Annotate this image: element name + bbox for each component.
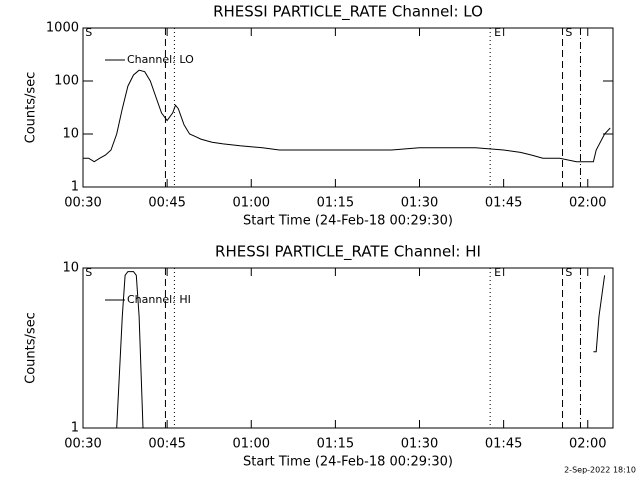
x-tick-label: 01:30 (401, 196, 438, 211)
data-line (116, 271, 606, 428)
x-axis-label: Start Time (24-Feb-18 00:29:30) (243, 214, 453, 229)
annotation: E (494, 26, 501, 39)
x-tick-label: 00:30 (64, 196, 101, 211)
footer: 2-Sep-2022 18:10 (564, 466, 636, 475)
y-axis-label: Counts/sec (24, 312, 39, 384)
x-tick-label: 01:15 (317, 437, 354, 452)
y-tick-label: 1000 (46, 21, 79, 36)
y-tick-label: 1 (71, 421, 79, 436)
x-tick-label: 01:45 (485, 437, 522, 452)
annotation: S (565, 26, 572, 39)
chart-title: RHESSI PARTICLE_RATE Channel: LO (213, 3, 483, 22)
y-tick-label: 100 (54, 74, 79, 89)
y-tick-label: 1 (71, 180, 79, 195)
legend-label: Channel: HI (127, 293, 191, 306)
x-axis-label: Start Time (24-Feb-18 00:29:30) (243, 455, 453, 470)
legend-label: Channel: LO (127, 53, 194, 66)
y-tick-label: 10 (62, 127, 79, 142)
annotation: S (565, 266, 572, 279)
x-tick-label: 01:00 (233, 437, 270, 452)
x-tick-label: 02:00 (569, 437, 606, 452)
x-tick-label: 01:45 (485, 196, 522, 211)
y-tick-label: 10 (62, 261, 79, 276)
chart-title: RHESSI PARTICLE_RATE Channel: HI (215, 243, 481, 262)
plot-frame (82, 267, 614, 429)
x-tick-label: 02:00 (569, 196, 606, 211)
x-tick-label: 00:45 (148, 437, 185, 452)
x-tick-label: 00:45 (148, 196, 185, 211)
x-tick-label: 00:30 (64, 437, 101, 452)
x-tick-label: 01:15 (317, 196, 354, 211)
x-tick-label: 01:00 (233, 196, 270, 211)
annotation: E (494, 266, 501, 279)
annotation: S (85, 266, 92, 279)
annotation: S (85, 26, 92, 39)
data-line (83, 69, 611, 163)
x-tick-label: 01:30 (401, 437, 438, 452)
plot-frame (82, 27, 614, 188)
y-axis-label: Counts/sec (24, 72, 39, 144)
